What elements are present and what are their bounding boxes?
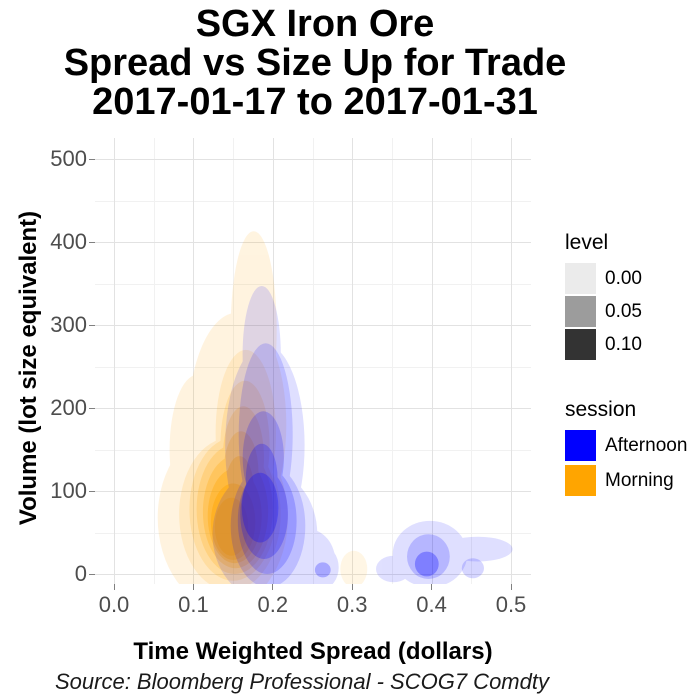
legend-level-items: 0.00 0.05 0.10 bbox=[565, 263, 642, 360]
y-tick-mark bbox=[89, 159, 95, 160]
legend-level-item: 0.00 bbox=[565, 263, 642, 294]
y-tick-label: 300 bbox=[50, 312, 87, 337]
contour-layer-morning bbox=[214, 497, 249, 556]
contour-layer-morning bbox=[157, 231, 288, 584]
plot-panel: 0.0 0.1 0.2 0.3 0.4 0.5 0 100 200 300 400 500 bbox=[50, 138, 531, 617]
legend-level-item-label: 0.00 bbox=[605, 267, 642, 289]
y-tick-label: 400 bbox=[50, 229, 87, 254]
x-gridline-major bbox=[272, 138, 274, 584]
x-tick-mark bbox=[113, 584, 115, 590]
contour-layer-afternoon bbox=[376, 520, 513, 584]
x-tick-label: 0.3 bbox=[336, 592, 368, 617]
contour-layer-afternoon bbox=[407, 534, 450, 579]
y-gridline-major bbox=[95, 242, 531, 243]
x-tick-mark bbox=[272, 584, 274, 590]
legend-session-item-label: Morning bbox=[605, 469, 674, 491]
chart-title-line-2: Spread vs Size Up for Trade bbox=[63, 42, 567, 84]
chart-title: SGX Iron Ore Spread vs Size Up for Trade… bbox=[0, 5, 630, 122]
x-gridline-major bbox=[511, 138, 512, 584]
contour-layer-afternoon bbox=[212, 286, 339, 584]
legend-level-item: 0.05 bbox=[565, 296, 642, 327]
contour-layer-afternoon bbox=[237, 411, 297, 574]
x-gridline-major bbox=[193, 138, 195, 584]
y-gridline-major bbox=[95, 491, 531, 492]
y-gridline-major bbox=[95, 408, 531, 409]
contour-layer-afternoon bbox=[414, 551, 439, 577]
legend-level-item-label: 0.05 bbox=[605, 300, 642, 322]
x-gridline-minor bbox=[312, 138, 314, 584]
y-tick-mark bbox=[89, 408, 95, 409]
contour-layer-afternoon bbox=[314, 562, 331, 578]
x-gridline-major bbox=[431, 138, 433, 584]
contour-layer-afternoon bbox=[461, 558, 484, 579]
x-gridline-minor bbox=[233, 138, 235, 584]
contour-layer-afternoon bbox=[230, 343, 306, 584]
y-gridline-major bbox=[95, 159, 531, 160]
y-tick-mark bbox=[89, 325, 95, 326]
legend-level-item: 0.10 bbox=[565, 329, 642, 360]
legend-session-item: Morning bbox=[565, 465, 687, 496]
contour-layer-afternoon bbox=[241, 472, 279, 543]
x-tick-label: 0.4 bbox=[416, 592, 447, 617]
x-tick-label: 0.0 bbox=[98, 592, 130, 617]
y-tick-label: 500 bbox=[50, 146, 87, 171]
y-tick-mark bbox=[89, 242, 95, 243]
y-gridline-major bbox=[95, 325, 531, 326]
legend-level-item-swatch bbox=[565, 263, 596, 294]
legend-session-title: session bbox=[565, 398, 637, 421]
legend-level-title: level bbox=[565, 231, 609, 254]
contour-layer-afternoon bbox=[240, 443, 288, 559]
x-gridline-major bbox=[114, 138, 115, 584]
contour-layer-morning bbox=[340, 550, 368, 584]
legend-level-item-swatch bbox=[565, 296, 596, 327]
x-tick-mark bbox=[431, 584, 433, 590]
legend-session-items: Afternoon Morning bbox=[565, 430, 687, 496]
y-tick-label: 0 bbox=[74, 561, 87, 586]
legend-level-item-label: 0.10 bbox=[605, 333, 642, 355]
source-caption: Source: Bloomberg Professional - SCOG7 C… bbox=[55, 669, 549, 694]
y-tick-mark bbox=[89, 574, 95, 575]
x-tick-mark bbox=[192, 584, 194, 590]
chart-title-line-3: 2017-01-17 to 2017-01-31 bbox=[92, 81, 538, 123]
y-tick-mark bbox=[89, 491, 95, 492]
legend-session: session Afternoon Morning bbox=[565, 398, 687, 500]
x-tick-label: 0.5 bbox=[495, 592, 527, 617]
x-gridline-major bbox=[352, 138, 354, 584]
x-tick-label: 0.2 bbox=[257, 592, 289, 617]
legend-level-item-swatch bbox=[565, 329, 596, 360]
legend-level: level 0.00 0.05 0.10 bbox=[565, 231, 642, 362]
y-axis-title: Volume (lot size equivalent) bbox=[15, 210, 42, 526]
x-gridline-minor bbox=[471, 138, 473, 584]
legend-session-item-swatch bbox=[565, 430, 596, 461]
x-tick-label: 0.1 bbox=[178, 592, 209, 617]
x-gridline-minor bbox=[391, 138, 393, 584]
legend-session-item-swatch bbox=[565, 465, 596, 496]
x-gridline-minor bbox=[153, 138, 155, 584]
y-gridline-major bbox=[95, 574, 531, 575]
x-tick-mark bbox=[510, 584, 512, 590]
density-contours bbox=[157, 231, 513, 584]
y-tick-label: 100 bbox=[50, 478, 87, 503]
legend-session-item-label: Afternoon bbox=[605, 434, 688, 456]
legend-session-item: Afternoon bbox=[565, 430, 687, 461]
x-tick-mark bbox=[351, 584, 353, 590]
y-tick-label: 200 bbox=[50, 395, 87, 420]
chart-title-line-1: SGX Iron Ore bbox=[195, 3, 435, 45]
x-axis-title: Time Weighted Spread (dollars) bbox=[133, 638, 493, 665]
